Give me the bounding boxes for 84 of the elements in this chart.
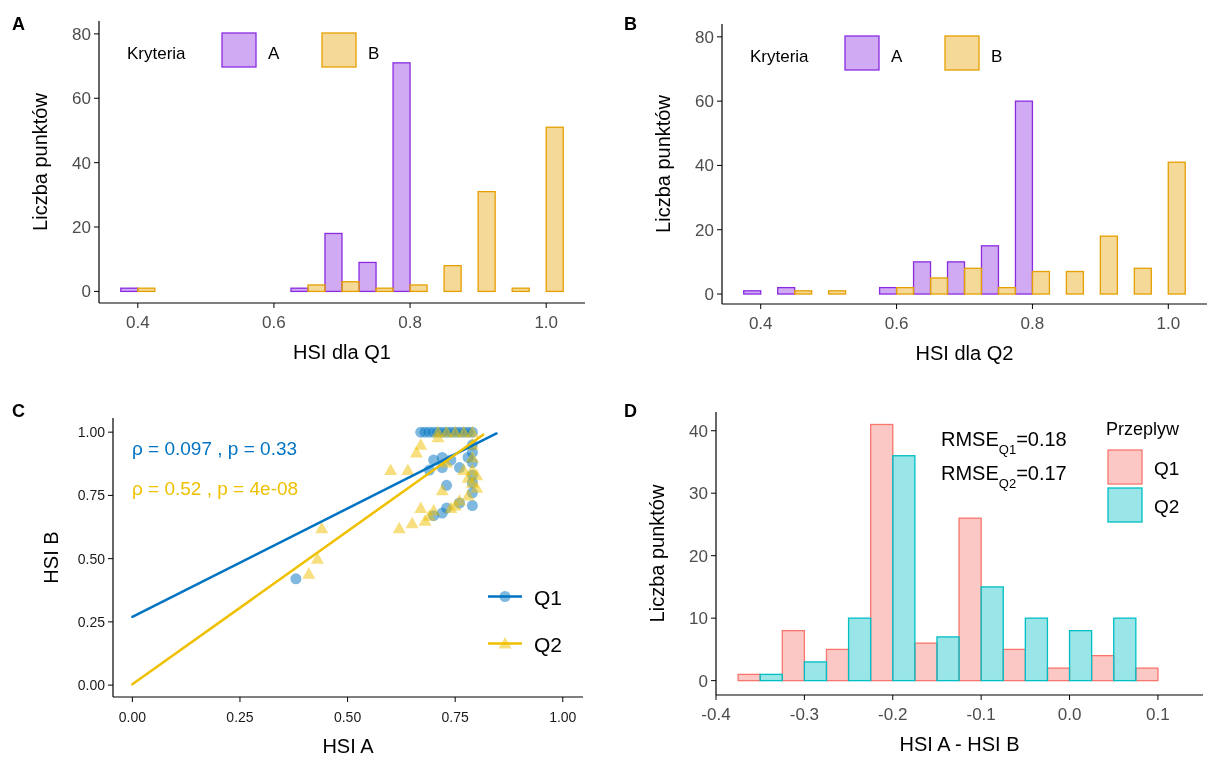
y-tick-label: 0 [81,282,91,302]
y-tick-label: 40 [72,153,91,173]
point [384,463,398,476]
x-tick-label: 0.8 [1020,314,1045,333]
x-tick-label: -0.1 [966,705,996,724]
point [465,450,479,463]
x-axis-title: HSI dla Q2 [915,342,1014,364]
legend-label: B [991,47,1003,66]
chart-title: A [12,14,25,34]
x-tick-label: 1.0 [534,313,559,332]
y-tick-label: 0 [698,671,708,691]
chart-title: D [624,401,637,421]
y-tick-label: 0.25 [77,613,106,630]
x-tick-label: 0.4 [125,313,150,332]
legend-label: Q1 [534,585,563,609]
y-tick-label: 40 [695,156,714,176]
point [448,499,462,511]
x-tick-label: 0.6 [262,313,286,332]
legend-label: A [891,47,903,66]
point [414,438,428,450]
x-tick-label: 0.4 [748,314,773,333]
point [470,481,484,493]
x-tick-label: 0.50 [333,709,362,725]
x-axis-title: HSI A [322,735,375,757]
legend-title: Przeplyw [1106,419,1181,439]
x-axis-title: HSI A - HSI B [899,733,1020,755]
legend-label: Q1 [1154,458,1180,479]
x-tick-label: 1.0 [1156,314,1181,333]
annotation: RMSE$_{Q1}$=0.18 [941,428,1067,457]
y-tick-label: 1.00 [77,424,106,441]
y-tick-label: 20 [695,220,714,240]
chart-title: C [12,401,25,421]
legend-title: Kryteria [750,47,810,66]
legend-label: A [268,44,280,63]
x-axis-title: HSI dla Q1 [293,341,391,363]
y-tick-label: 0.00 [77,677,106,694]
y-tick-label: 0 [704,284,714,304]
x-tick-label: -0.3 [789,705,820,724]
point [427,504,441,516]
y-axis-title: Liczba punktów [646,484,668,623]
y-tick-label: 60 [72,89,91,109]
point [435,483,449,496]
point [401,463,415,476]
y-axis-title: Liczba punktów [652,94,674,233]
y-tick-label: 0.50 [77,550,106,567]
x-tick-label: 0.6 [884,314,909,333]
legend-label: Q2 [534,632,563,656]
legend-label: Q2 [1154,496,1180,517]
y-tick-label: 80 [695,27,714,47]
point [315,521,329,534]
y-tick-label: 30 [689,484,708,504]
x-tick-label: 0.0 [1057,705,1082,724]
point [302,567,316,579]
point [290,573,302,585]
annotation: RMSE$_{Q2}$=0.17 [941,462,1067,491]
point [405,516,419,529]
x-tick-label: 0.1 [1146,705,1170,724]
annotation: ρ = 0.097 , p = 0.33 [132,438,298,459]
point [470,468,484,481]
point [414,501,428,514]
chart-title: B [624,14,637,34]
y-axis-title: Liczba punktów [29,92,51,231]
y-tick-label: 20 [72,217,91,237]
x-tick-label: 1.00 [549,709,577,725]
x-tick-label: 0.75 [441,709,470,725]
y-tick-label: 80 [72,24,91,44]
point [461,488,475,501]
legend-label: B [368,44,380,63]
annotation: ρ = 0.52 , p = 4e-08 [132,478,299,499]
y-tick-label: 10 [689,609,708,629]
point [392,521,406,534]
x-tick-label: 0.8 [398,313,422,332]
legend-title: Kryteria [127,44,187,63]
x-tick-label: 0.00 [118,709,147,725]
point [310,552,324,564]
x-tick-label: -0.4 [701,705,731,724]
x-tick-label: 0.25 [226,709,254,725]
y-tick-label: 40 [689,421,708,441]
y-axis-title: HSI B [40,531,62,584]
y-tick-label: 60 [695,92,714,112]
x-tick-label: -0.2 [878,705,908,724]
y-tick-label: 0.75 [77,487,106,504]
point [466,500,478,512]
y-tick-label: 20 [689,546,708,566]
